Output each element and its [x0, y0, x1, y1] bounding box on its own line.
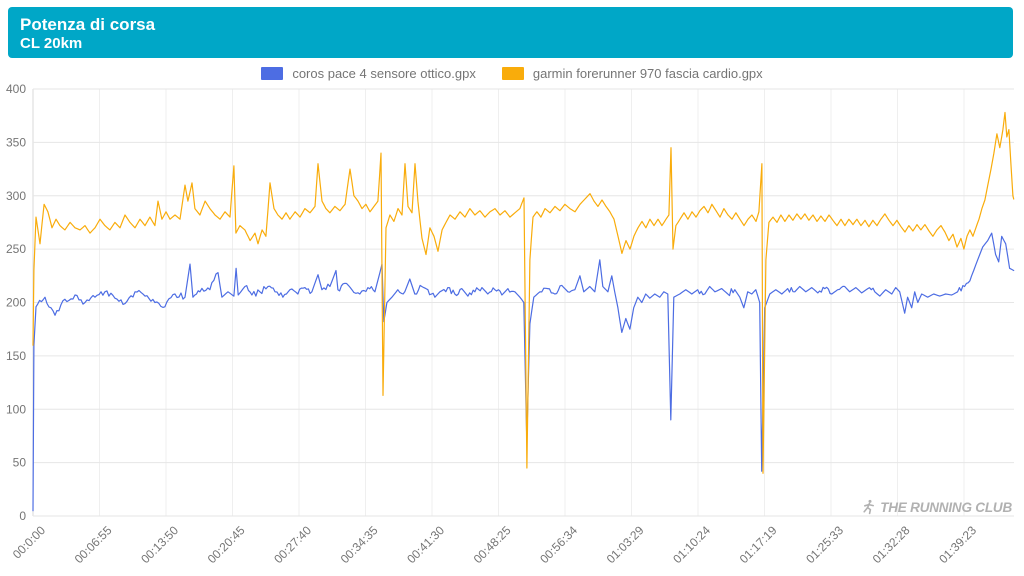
runner-icon	[863, 499, 875, 515]
watermark: THE RUNNING CLUB	[861, 499, 1012, 515]
x-tick-label: 00:20:45	[205, 523, 248, 566]
x-tick-label: 00:41:30	[404, 523, 447, 566]
y-tick-label: 100	[6, 402, 26, 416]
legend: coros pace 4 sensore ottico.gpx garmin f…	[0, 64, 1024, 82]
y-tick-label: 150	[6, 349, 26, 363]
y-tick-label: 0	[19, 509, 26, 523]
x-tick-label: 00:34:35	[338, 523, 381, 566]
chart-header: Potenza di corsa CL 20km	[8, 7, 1013, 58]
legend-swatch-garmin	[501, 66, 524, 80]
legend-item-coros[interactable]: coros pace 4 sensore ottico.gpx	[261, 66, 476, 81]
legend-label-garmin: garmin forerunner 970 fascia cardio.gpx	[532, 65, 763, 81]
y-tick-label: 400	[6, 82, 26, 96]
y-tick-label: 250	[6, 242, 26, 256]
legend-swatch-coros	[261, 66, 284, 80]
page-subtitle: CL 20km	[20, 35, 83, 53]
x-tick-label: 00:27:40	[271, 523, 314, 566]
legend-item-garmin[interactable]: garmin forerunner 970 fascia cardio.gpx	[501, 65, 763, 81]
page-title: Potenza di corsa	[20, 15, 156, 34]
series-line-garmin	[32, 111, 1015, 474]
x-tick-label: 01:10:24	[670, 523, 713, 566]
x-tick-label: 00:0:00	[10, 523, 48, 561]
y-tick-label: 350	[6, 135, 26, 149]
x-tick-label: 01:17:19	[737, 523, 780, 566]
x-tick-label: 01:32:28	[870, 523, 913, 566]
x-tick-label: 00:06:55	[72, 523, 115, 566]
x-tick-label: 01:03:29	[604, 523, 647, 566]
watermark-text: THE RUNNING CLUB	[880, 499, 1012, 515]
x-tick-label: 01:25:33	[803, 523, 846, 566]
legend-label-coros: coros pace 4 sensore ottico.gpx	[292, 65, 476, 81]
y-tick-label: 200	[6, 296, 26, 310]
x-tick-label: 00:48:25	[471, 523, 514, 566]
series-line-coros	[32, 232, 1015, 512]
y-tick-label: 300	[6, 189, 26, 203]
y-tick-label: 50	[13, 456, 27, 470]
x-tick-label: 01:39:23	[936, 523, 979, 566]
x-tick-label: 00:13:50	[138, 523, 181, 566]
x-tick-label: 00:56:34	[537, 523, 580, 566]
